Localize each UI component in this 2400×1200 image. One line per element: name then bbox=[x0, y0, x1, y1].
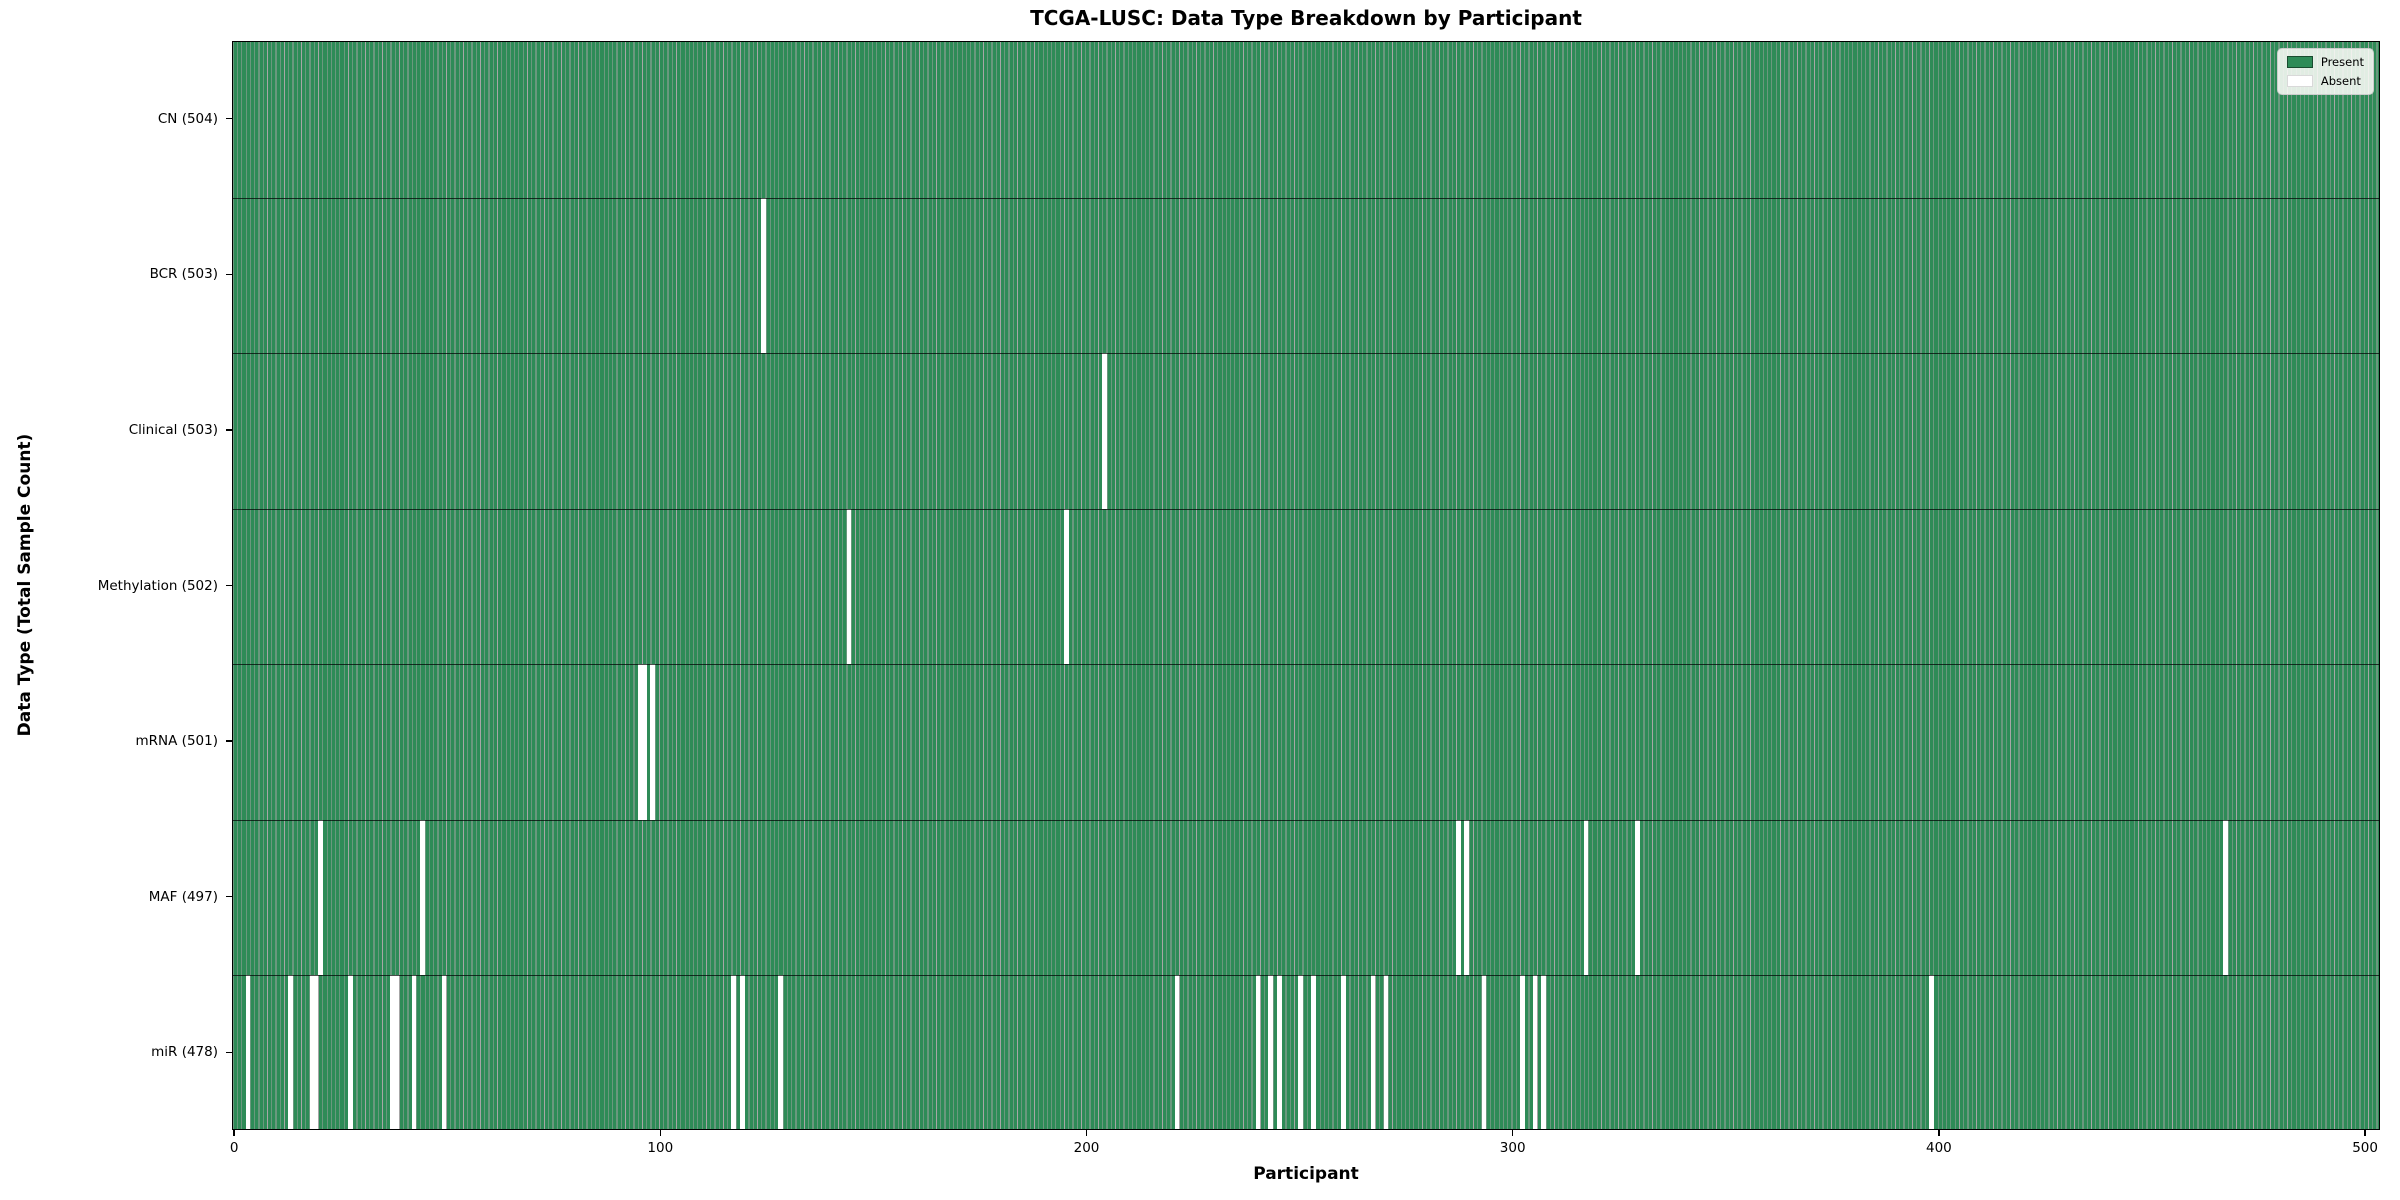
row-divider bbox=[233, 819, 2379, 821]
absent-stripe-MAF-329 bbox=[1634, 819, 1640, 976]
absent-stripe-Methylation-195 bbox=[1063, 508, 1069, 665]
x-tick-mark bbox=[2364, 1130, 2366, 1136]
plot-area: Present Absent bbox=[232, 41, 2380, 1130]
y-tick-mark bbox=[226, 1051, 232, 1053]
absent-stripe-miR-253 bbox=[1311, 975, 1316, 1129]
row-divider bbox=[233, 664, 2379, 666]
absent-stripe-MAF-20 bbox=[318, 819, 323, 976]
absent-stripe-Clinical-204 bbox=[1102, 353, 1107, 509]
y-tick-label-MAF: MAF (497) bbox=[148, 888, 218, 905]
y-tick-label-mRNA: mRNA (501) bbox=[135, 733, 218, 750]
y-tick-mark bbox=[226, 740, 232, 742]
absent-stripe-miR-260 bbox=[1340, 975, 1346, 1129]
x-axis-label: Participant bbox=[1253, 1164, 1359, 1184]
absent-stripe-MAF-287 bbox=[1455, 819, 1461, 976]
x-tick-label-200: 200 bbox=[1073, 1140, 1100, 1156]
y-tick-mark bbox=[226, 429, 232, 431]
absent-stripe-miR-42 bbox=[411, 975, 417, 1129]
data-row-MAF bbox=[233, 819, 2379, 976]
y-tick-label-BCR: BCR (503) bbox=[149, 266, 218, 283]
x-tick-mark bbox=[1085, 1130, 1088, 1136]
chart-title: TCGA-LUSC: Data Type Breakdown by Partic… bbox=[1030, 6, 1582, 30]
y-tick-mark bbox=[226, 118, 232, 120]
absent-stripe-miR-305 bbox=[1532, 975, 1538, 1129]
present-swatch-icon bbox=[2286, 56, 2313, 68]
absent-stripe-mRNA-98 bbox=[650, 664, 656, 820]
data-row-CN bbox=[233, 42, 2379, 198]
absent-stripe-miR-38 bbox=[394, 975, 400, 1129]
data-row-mRNA bbox=[233, 664, 2379, 820]
data-row-Clinical bbox=[233, 353, 2379, 509]
legend-present-label: Present bbox=[2320, 55, 2364, 69]
x-tick-label-400: 400 bbox=[1926, 1140, 1952, 1156]
x-tick-mark bbox=[659, 1130, 661, 1136]
data-row-BCR bbox=[233, 197, 2379, 354]
absent-stripe-miR-221 bbox=[1174, 975, 1180, 1129]
absent-stripe-miR-267 bbox=[1370, 975, 1376, 1129]
absent-stripe-BCR-124 bbox=[761, 197, 766, 354]
absent-stripe-miR-3 bbox=[245, 975, 251, 1129]
x-tick-mark bbox=[1938, 1130, 1940, 1136]
legend-entry-absent: Absent bbox=[2286, 74, 2364, 88]
absent-stripe-miR-49 bbox=[441, 975, 447, 1129]
absent-stripe-miR-250 bbox=[1298, 975, 1303, 1129]
absent-stripe-miR-128 bbox=[778, 975, 783, 1129]
absent-stripe-miR-243 bbox=[1268, 975, 1274, 1129]
absent-stripe-miR-37 bbox=[390, 975, 396, 1129]
x-tick-label-300: 300 bbox=[1499, 1140, 1526, 1156]
absent-stripe-miR-398 bbox=[1929, 975, 1934, 1129]
legend: Present Absent bbox=[2276, 48, 2374, 95]
absent-stripe-miR-18 bbox=[309, 975, 315, 1129]
absent-stripe-miR-307 bbox=[1541, 975, 1546, 1129]
absent-swatch-icon bbox=[2286, 75, 2313, 87]
row-divider bbox=[233, 353, 2379, 355]
y-tick-label-miR: miR (478) bbox=[151, 1044, 218, 1061]
data-row-Methylation bbox=[233, 508, 2379, 665]
absent-stripe-miR-27 bbox=[347, 975, 353, 1129]
row-divider bbox=[233, 508, 2379, 510]
absent-stripe-Methylation-144 bbox=[846, 508, 852, 665]
absent-stripe-miR-13 bbox=[288, 975, 293, 1129]
y-tick-label-Clinical: Clinical (503) bbox=[128, 421, 218, 438]
absent-stripe-MAF-289 bbox=[1464, 819, 1470, 976]
absent-stripe-miR-240 bbox=[1255, 975, 1261, 1129]
absent-stripe-miR-117 bbox=[731, 975, 737, 1129]
absent-stripe-miR-19 bbox=[313, 975, 319, 1129]
legend-entry-present: Present bbox=[2286, 55, 2364, 69]
x-tick-label-0: 0 bbox=[229, 1140, 239, 1156]
row-divider bbox=[233, 975, 2379, 977]
absent-stripe-miR-302 bbox=[1519, 975, 1525, 1129]
absent-stripe-mRNA-95 bbox=[637, 664, 643, 820]
y-tick-label-Methylation: Methylation (502) bbox=[97, 577, 218, 594]
absent-stripe-miR-293 bbox=[1481, 975, 1487, 1129]
y-tick-label-CN: CN (504) bbox=[157, 110, 218, 127]
x-tick-mark bbox=[233, 1130, 235, 1136]
absent-stripe-MAF-467 bbox=[2223, 819, 2228, 976]
y-tick-mark bbox=[226, 895, 232, 898]
legend-absent-label: Absent bbox=[2320, 74, 2361, 88]
x-tick-label-100: 100 bbox=[647, 1140, 674, 1156]
row-divider bbox=[233, 197, 2379, 199]
absent-stripe-miR-270 bbox=[1383, 975, 1389, 1129]
x-tick-label-500: 500 bbox=[2352, 1140, 2378, 1156]
absent-stripe-miR-245 bbox=[1276, 975, 1282, 1129]
absent-stripe-mRNA-96 bbox=[641, 664, 647, 820]
absent-stripe-MAF-317 bbox=[1583, 819, 1589, 976]
absent-stripe-MAF-44 bbox=[420, 819, 425, 976]
y-tick-mark bbox=[226, 273, 232, 276]
y-tick-mark bbox=[226, 584, 232, 587]
x-tick-mark bbox=[1512, 1130, 1514, 1136]
absent-stripe-miR-119 bbox=[739, 975, 745, 1129]
data-row-miR bbox=[233, 975, 2379, 1129]
